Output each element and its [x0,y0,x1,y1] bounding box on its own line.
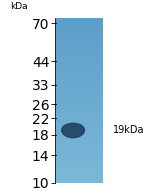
Text: kDa: kDa [10,2,28,11]
Text: 19kDa: 19kDa [112,125,144,135]
Ellipse shape [62,123,84,138]
